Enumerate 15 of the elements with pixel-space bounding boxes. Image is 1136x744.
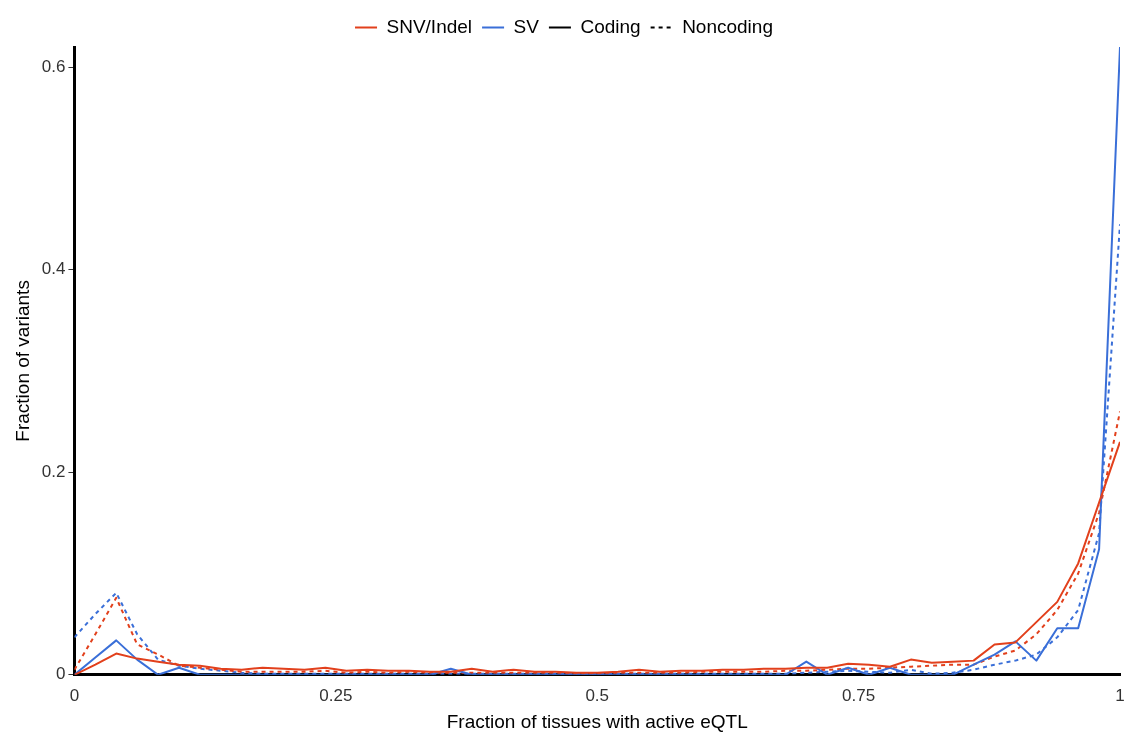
y-tick-label: 0.2 — [41, 461, 66, 481]
x-tick-label: 1 — [1115, 685, 1125, 705]
x-tick-label: 0 — [69, 685, 80, 705]
y-axis-title: Fraction of variants — [11, 280, 33, 442]
x-tick-label: 0.5 — [585, 685, 610, 705]
text: Noncoding — [682, 15, 773, 37]
y-tick-label: 0 — [55, 664, 66, 684]
x-axis-title: Fraction of tissues with active eQTL — [446, 710, 748, 732]
x-tick-label: 0.25 — [319, 685, 353, 705]
y-tick-label: 0.6 — [41, 56, 66, 76]
legend-label: SNV/Indel — [386, 15, 473, 37]
legend-label: SV — [513, 15, 540, 37]
x-tick-label: 0.75 — [842, 685, 876, 705]
y-tick-label: 0.4 — [41, 259, 66, 279]
text: Coding — [580, 15, 641, 37]
